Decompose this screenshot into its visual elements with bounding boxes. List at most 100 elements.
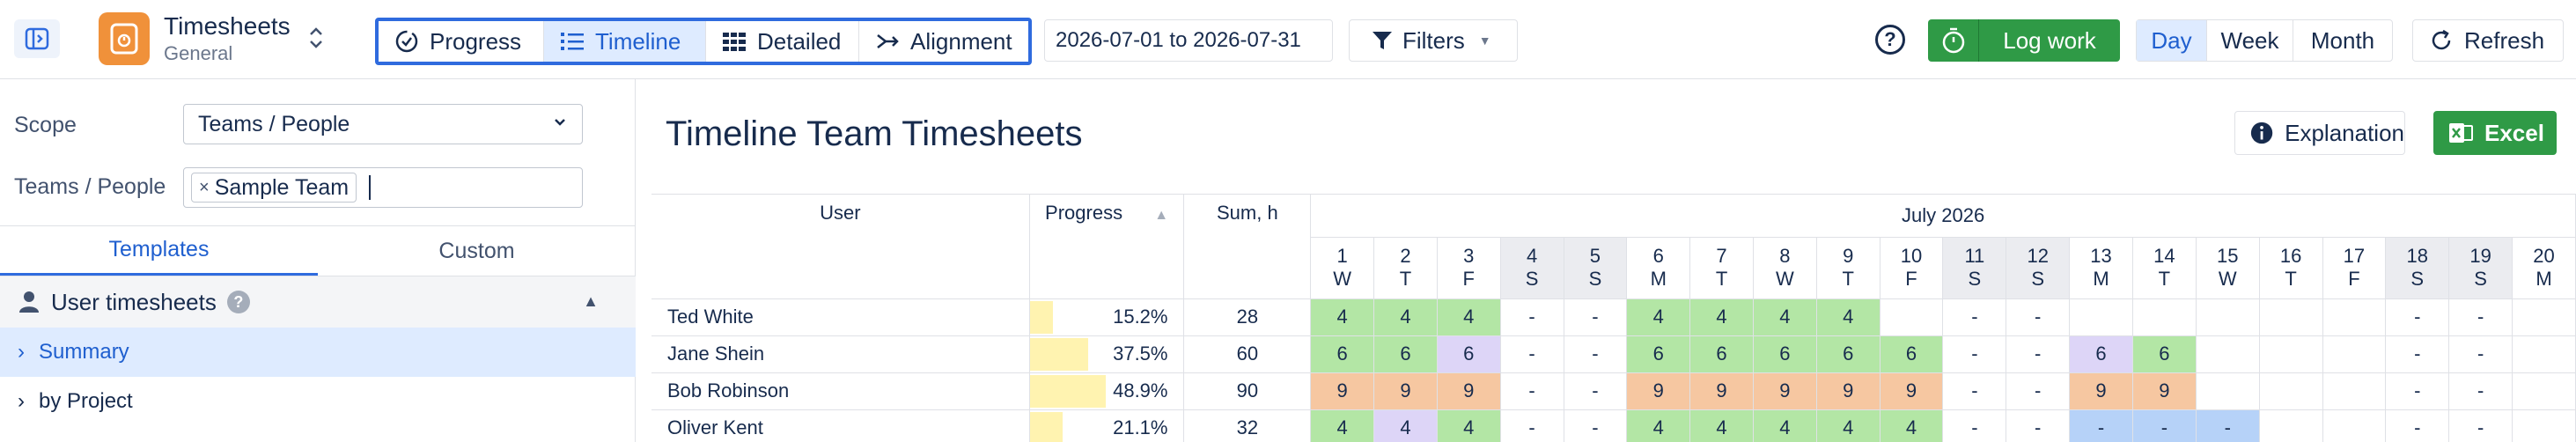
day-hours-cell[interactable]: 9 [1816,372,1880,410]
day-hours-cell[interactable] [2069,298,2133,336]
day-hours-cell[interactable]: 9 [2132,372,2197,410]
collapse-caret-icon[interactable]: ▲ [583,292,599,310]
day-hours-cell[interactable]: - [1942,335,2007,373]
day-hours-cell[interactable]: 4 [1753,298,1817,336]
explanation-button[interactable]: Explanation [2234,111,2405,155]
day-hours-cell[interactable]: - [2132,409,2197,442]
day-hours-cell[interactable] [2259,409,2323,442]
table-row[interactable]: Bob Robinson 48.9% 90 9 9 9- -9 9 9 9 9- -9 9- - [651,372,2576,410]
teams-multiselect[interactable]: × Sample Team [183,167,583,208]
day-hours-cell[interactable]: - [1564,298,1628,336]
day-hours-cell[interactable]: 4 [1816,298,1880,336]
day-hours-cell[interactable]: 9 [1373,372,1438,410]
day-hours-cell[interactable]: 4 [1753,409,1817,442]
tab-custom[interactable]: Custom [438,238,515,263]
user-name-cell[interactable]: Bob Robinson [651,372,1030,410]
day-hours-cell[interactable]: - [2448,372,2513,410]
day-hours-cell[interactable] [1880,298,1944,336]
day-hours-cell[interactable]: 6 [1816,335,1880,373]
day-hours-cell[interactable]: 6 [1373,335,1438,373]
day-hours-cell[interactable] [2512,335,2576,373]
day-hours-cell[interactable] [2322,409,2387,442]
day-hours-cell[interactable]: - [1564,335,1628,373]
day-hours-cell[interactable]: - [1500,372,1564,410]
table-row[interactable]: Oliver Kent 21.1% 32 4 4 4- -4 4 4 4 4- - - - - - - [651,409,2576,442]
day-hours-cell[interactable]: - [1500,335,1564,373]
day-hours-cell[interactable]: - [1942,372,2007,410]
day-hours-cell[interactable] [2512,372,2576,410]
day-hours-cell[interactable]: - [1942,409,2007,442]
filters-button[interactable]: Filters ▼ [1349,19,1518,62]
day-hours-cell[interactable]: 9 [1753,372,1817,410]
day-hours-cell[interactable]: 6 [1626,335,1691,373]
day-hours-cell[interactable]: - [2069,409,2133,442]
day-hours-cell[interactable]: 9 [1437,372,1501,410]
day-hours-cell[interactable]: 4 [1310,298,1375,336]
day-hours-cell[interactable]: 6 [2132,335,2197,373]
day-hours-cell[interactable] [2259,372,2323,410]
day-hours-cell[interactable]: - [2006,335,2071,373]
day-hours-cell[interactable]: - [2385,409,2450,442]
day-hours-cell[interactable]: - [1500,298,1564,336]
day-hours-cell[interactable] [2259,298,2323,336]
day-hours-cell[interactable]: - [1500,409,1564,442]
day-hours-cell[interactable] [2259,335,2323,373]
user-name-cell[interactable]: Oliver Kent [651,409,1030,442]
day-hours-cell[interactable]: 4 [1626,409,1691,442]
day-hours-cell[interactable]: 6 [1310,335,1375,373]
day-hours-cell[interactable]: 9 [1689,372,1754,410]
range-month-button[interactable]: Month [2310,26,2375,54]
log-work-button[interactable]: Log work [1928,19,2120,62]
app-switcher-chevron-icon[interactable] [308,25,324,56]
day-hours-cell[interactable]: - [2006,298,2071,336]
day-hours-cell[interactable]: 4 [1373,409,1438,442]
day-hours-cell[interactable]: 4 [1689,409,1754,442]
day-hours-cell[interactable]: 6 [1880,335,1944,373]
day-hours-cell[interactable]: - [2196,409,2260,442]
tab-alignment[interactable]: Alignment [859,21,1028,62]
day-hours-cell[interactable]: 6 [2069,335,2133,373]
day-hours-cell[interactable] [2512,409,2576,442]
user-name-cell[interactable]: Jane Shein [651,335,1030,373]
table-row[interactable]: Jane Shein 37.5% 60 6 6 6- -6 6 6 6 6- -6 6- - [651,335,2576,373]
refresh-button[interactable]: Refresh [2412,19,2564,62]
day-hours-cell[interactable] [2512,298,2576,336]
scope-select[interactable]: Teams / People [183,104,583,144]
range-week-button[interactable]: Week [2207,20,2293,61]
day-hours-cell[interactable] [2322,335,2387,373]
col-header-sum[interactable]: Sum, h [1183,195,1312,299]
day-hours-cell[interactable]: 6 [1689,335,1754,373]
day-hours-cell[interactable]: 6 [1437,335,1501,373]
day-hours-cell[interactable] [2196,372,2260,410]
day-hours-cell[interactable] [2322,298,2387,336]
day-hours-cell[interactable] [2132,298,2197,336]
day-hours-cell[interactable]: 6 [1753,335,1817,373]
col-header-user[interactable]: User [651,195,1030,299]
day-hours-cell[interactable]: 9 [1310,372,1375,410]
date-range-input[interactable]: 2026-07-01 to 2026-07-31 [1044,19,1333,62]
col-header-progress[interactable]: Progress ▲ [1029,195,1185,299]
tab-detailed[interactable]: Detailed [706,21,859,62]
sidebar-toggle-button[interactable] [14,19,60,58]
day-hours-cell[interactable]: - [2385,335,2450,373]
day-hours-cell[interactable]: - [2006,372,2071,410]
tab-progress[interactable]: Progress [379,21,544,62]
day-hours-cell[interactable]: 9 [2069,372,2133,410]
day-hours-cell[interactable]: 9 [1626,372,1691,410]
day-hours-cell[interactable]: - [1564,372,1628,410]
day-hours-cell[interactable]: 4 [1373,298,1438,336]
day-hours-cell[interactable]: 4 [1880,409,1944,442]
user-name-cell[interactable]: Ted White [651,298,1030,336]
day-hours-cell[interactable]: - [2448,298,2513,336]
day-hours-cell[interactable]: - [1564,409,1628,442]
remove-tag-icon[interactable]: × [199,177,210,197]
day-hours-cell[interactable]: - [2006,409,2071,442]
day-hours-cell[interactable]: 4 [1310,409,1375,442]
day-hours-cell[interactable]: - [2385,372,2450,410]
day-hours-cell[interactable] [2196,335,2260,373]
day-hours-cell[interactable]: - [1942,298,2007,336]
user-timesheets-section[interactable]: User timesheets ? ▲ [0,276,636,328]
table-row[interactable]: Ted White 15.2% 28 4 4 4- -4 4 4 4- - - - [651,298,2576,336]
help-icon[interactable]: ? [1875,25,1905,55]
day-hours-cell[interactable]: 4 [1437,409,1501,442]
